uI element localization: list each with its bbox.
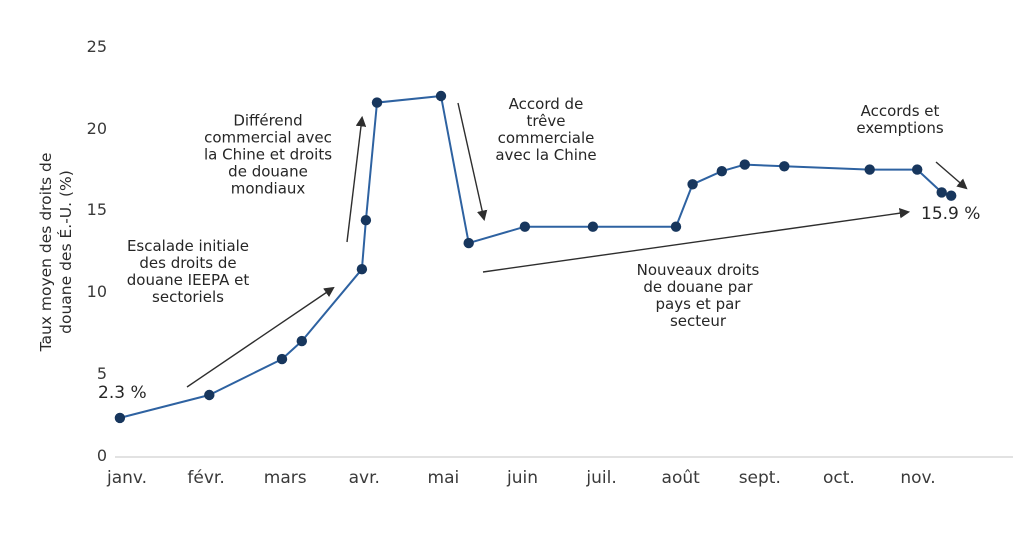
annotation-arrow-4 xyxy=(482,207,911,273)
annotation-arrow-5 xyxy=(935,161,968,190)
y-tick-label: 25 xyxy=(86,37,107,57)
x-tick-label: sept. xyxy=(738,468,781,488)
x-tick-label: juin xyxy=(507,468,538,488)
annotation-text-1: Escalade initiale des droits de douane I… xyxy=(126,237,250,306)
annotation-text-3: Accord de trêve commerciale avec la Chin… xyxy=(495,95,597,164)
data-point xyxy=(360,215,372,226)
data-point xyxy=(587,221,599,232)
x-tick-label: mars xyxy=(263,468,307,488)
data-point xyxy=(670,221,682,232)
data-point xyxy=(371,97,383,108)
annotation-text-2: Différend commercial avec la Chine et dr… xyxy=(203,111,333,198)
tariff-line-series xyxy=(119,95,952,419)
data-point xyxy=(463,237,474,249)
annotation-text-5: Accords et exemptions xyxy=(856,102,944,137)
y-tick-label: 0 xyxy=(96,445,107,465)
x-tick-label: août xyxy=(661,468,700,488)
x-tick-label: févr. xyxy=(187,468,225,488)
data-point xyxy=(946,190,957,201)
data-point xyxy=(296,335,307,347)
data-point xyxy=(435,90,447,102)
y-axis-title: Taux moyen des droits de douane des É.-U… xyxy=(37,152,75,352)
data-point xyxy=(779,161,790,172)
y-tick-label: 5 xyxy=(96,363,107,383)
x-tick-label: oct. xyxy=(822,468,855,488)
point-value-label-2: 15.9 % xyxy=(921,204,981,224)
x-tick-label: nov. xyxy=(900,468,936,488)
data-point xyxy=(716,166,727,177)
annotation-arrow-2 xyxy=(346,115,367,243)
annotation-arrow-3 xyxy=(457,102,488,222)
data-point xyxy=(519,221,531,232)
y-tick-label: 10 xyxy=(86,282,107,302)
x-tick-label: juil. xyxy=(586,468,617,488)
data-point xyxy=(114,412,126,424)
point-value-label-1: 2.3 % xyxy=(98,383,147,403)
data-point xyxy=(687,179,698,190)
data-point xyxy=(739,159,750,170)
data-point xyxy=(912,164,923,175)
data-point xyxy=(936,187,947,198)
annotation-arrow-1 xyxy=(186,286,335,388)
y-tick-label: 20 xyxy=(86,118,107,138)
x-tick-label: janv. xyxy=(106,468,148,488)
x-tick-label: mai xyxy=(427,468,460,488)
data-point xyxy=(204,389,215,401)
data-point xyxy=(864,164,875,175)
data-point xyxy=(356,264,368,275)
y-tick-label: 15 xyxy=(86,200,107,220)
data-point xyxy=(276,353,288,365)
annotation-text-4: Nouveaux droits de douane par pays et pa… xyxy=(636,261,760,330)
x-tick-label: avr. xyxy=(348,468,380,488)
